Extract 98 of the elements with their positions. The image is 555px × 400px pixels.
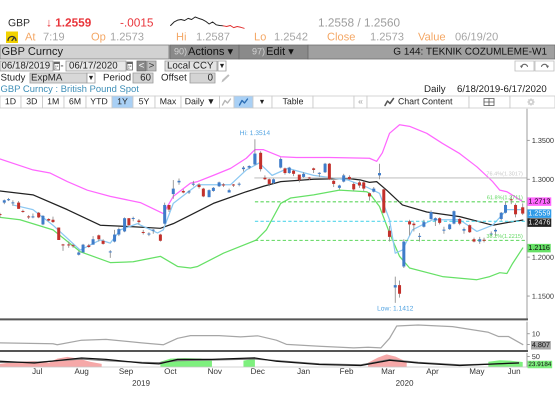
text: GBP xyxy=(8,18,30,26)
text: > xyxy=(149,62,154,68)
text: 2019 xyxy=(132,380,150,386)
candlestick xyxy=(57,227,60,240)
text: 1M xyxy=(48,98,59,104)
text: -.0015 xyxy=(120,18,153,27)
text: Daily ▼ xyxy=(185,98,214,106)
text: 90) xyxy=(174,48,186,56)
text: 2020 xyxy=(396,380,414,386)
text: ▾ xyxy=(260,100,264,104)
text: 1.2573 xyxy=(370,32,404,40)
candlestick xyxy=(430,210,433,220)
x-tick-label: Sep xyxy=(119,368,133,376)
text: 06/19/20 xyxy=(455,32,498,40)
text: G 144: TEKNIK COZUMLEME-W1 xyxy=(394,48,547,55)
text: Actions ▾ xyxy=(188,46,234,55)
text: GBP Curncy xyxy=(2,47,64,58)
text: Period xyxy=(104,73,130,81)
x-tick-label: Oct xyxy=(164,368,177,374)
text: 06/17/2020 xyxy=(69,61,118,69)
text: Op xyxy=(92,32,106,43)
text: GBP Curncy : British Pound Spot xyxy=(0,85,139,94)
text: Study xyxy=(0,73,26,83)
candlestick xyxy=(412,222,416,232)
text: Daily xyxy=(424,84,446,94)
candlestick xyxy=(482,237,486,243)
text: Table xyxy=(282,98,304,104)
x-tick-label: Aug xyxy=(74,368,88,376)
candlestick xyxy=(521,202,524,216)
text: 6/18/2019-6/17/2020 xyxy=(457,84,546,92)
text: Value xyxy=(418,32,446,40)
x-tick-label: Nov xyxy=(208,368,222,374)
candlestick xyxy=(62,243,65,252)
x-tick-label: Jun xyxy=(508,368,520,374)
text: 06/18/2019 xyxy=(2,61,50,69)
text: 1.2587 xyxy=(196,32,230,40)
candlestick xyxy=(123,216,126,233)
x-tick-label: Feb xyxy=(340,368,354,374)
candlestick xyxy=(172,180,175,200)
text: Hi xyxy=(176,32,186,40)
candlestick xyxy=(163,202,166,225)
text: 97) xyxy=(252,48,264,56)
candlestick xyxy=(388,226,392,242)
text: 0 xyxy=(208,74,213,81)
text: Edit ▾ xyxy=(266,46,294,55)
text: < xyxy=(139,62,144,68)
line-series xyxy=(0,178,524,229)
x-tick-label: Mar xyxy=(382,368,395,374)
text: 1.2558 / 1.2560 xyxy=(318,18,400,27)
line-series xyxy=(0,324,524,349)
x-tick-label: May xyxy=(470,368,484,376)
candlestick xyxy=(202,187,205,198)
text: 60 xyxy=(140,74,151,81)
candlestick xyxy=(504,201,508,214)
candlestick xyxy=(253,138,256,166)
candlestick xyxy=(41,214,44,226)
text: ↓ 1.2559 xyxy=(48,18,91,27)
candlestick xyxy=(418,232,422,242)
text: Close xyxy=(328,32,355,40)
candlestick xyxy=(408,219,412,236)
text: 1.2573 xyxy=(110,32,144,40)
x-tick-label: Jan xyxy=(297,368,310,374)
text: « xyxy=(358,100,363,104)
text: YTD xyxy=(90,98,108,104)
text: At xyxy=(25,32,36,40)
candlestick xyxy=(382,187,386,214)
line-series xyxy=(0,190,524,280)
x-tick-label: Apr xyxy=(426,368,439,376)
candlestick xyxy=(113,229,116,243)
text: 5Y xyxy=(139,98,150,104)
text: 1D xyxy=(6,98,16,104)
candlestick xyxy=(394,276,397,304)
candlestick xyxy=(452,210,456,225)
text: 1Y xyxy=(118,98,128,104)
text: Chart Content xyxy=(398,98,452,104)
candlestick xyxy=(514,202,518,218)
candlestick xyxy=(398,280,402,298)
text: ExpMA xyxy=(32,74,62,83)
text: 3D xyxy=(26,98,37,104)
text: Offset xyxy=(161,73,187,81)
candlestick xyxy=(362,181,366,192)
x-tick-label: Dec xyxy=(251,368,265,374)
text: ▾ xyxy=(220,64,224,68)
text: Local CCY xyxy=(168,61,214,69)
candlestick xyxy=(462,227,466,234)
x-tick-label: Jul xyxy=(32,368,42,374)
candlestick xyxy=(378,163,381,180)
candlestick xyxy=(279,157,282,169)
text: ▾ xyxy=(88,76,94,80)
text: Max xyxy=(160,98,176,104)
candlestick xyxy=(259,150,262,172)
text: 1.2542 xyxy=(274,32,308,40)
text: 6M xyxy=(69,98,80,104)
candlestick xyxy=(324,162,327,174)
text: 7:19 xyxy=(44,32,64,40)
text: Lo xyxy=(254,32,266,40)
candlestick xyxy=(328,162,331,180)
candlestick xyxy=(442,226,446,234)
